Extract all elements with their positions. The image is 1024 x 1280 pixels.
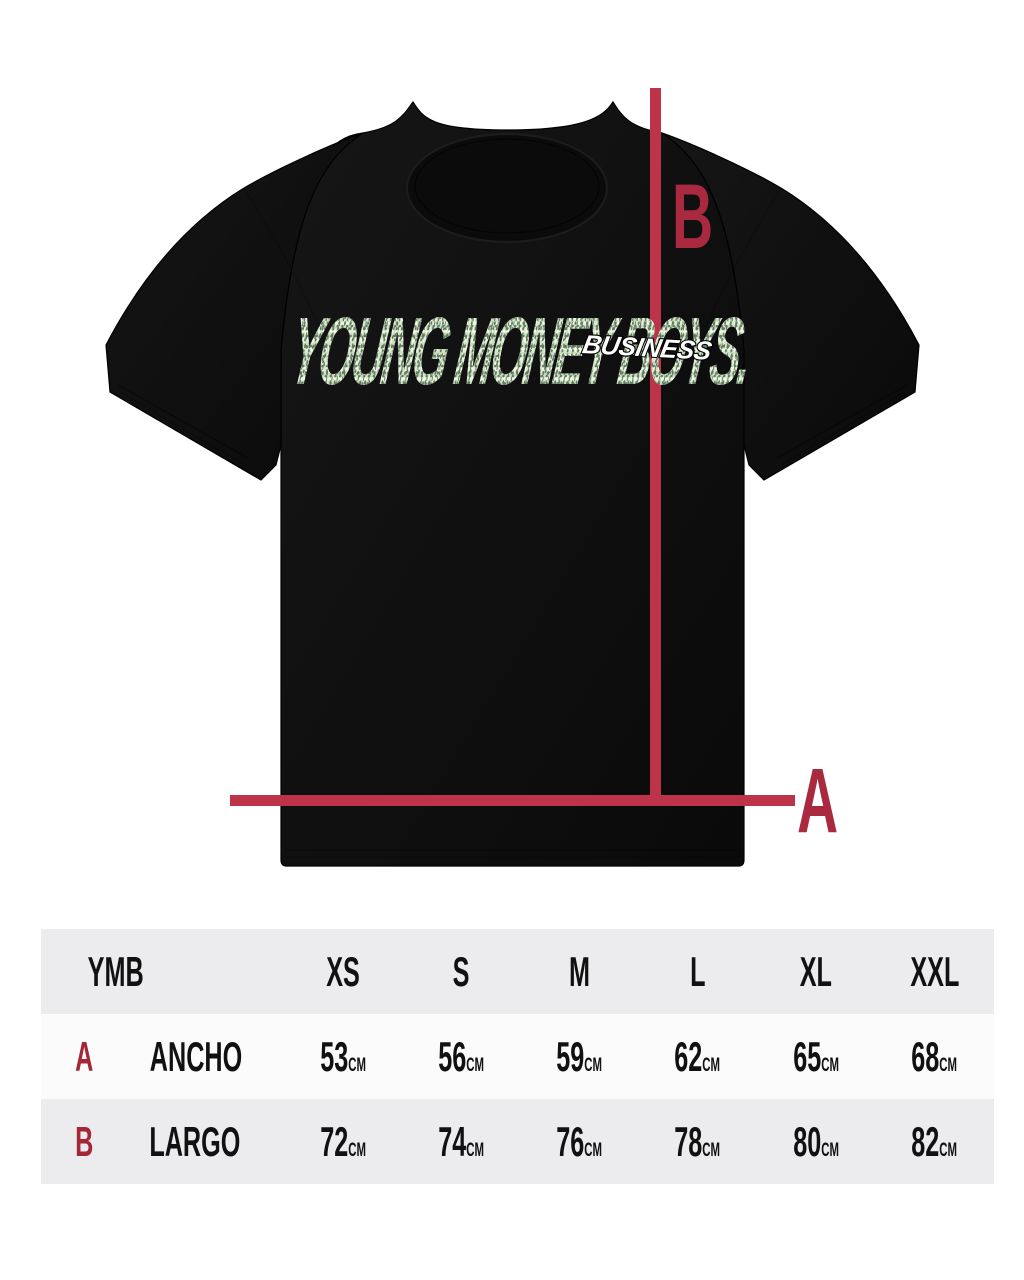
svg-text:A: A: [797, 750, 838, 852]
svg-text:B: B: [672, 166, 713, 268]
